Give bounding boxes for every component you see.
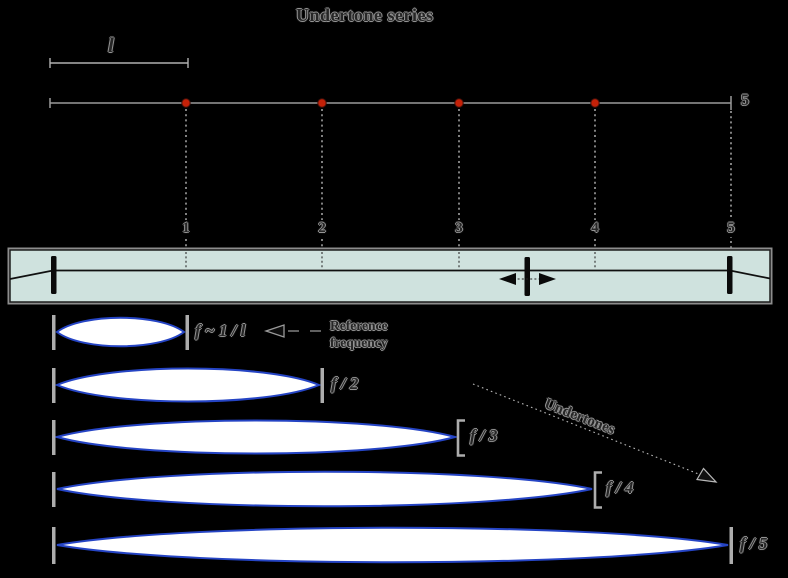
length-label: l — [108, 33, 114, 57]
monochord-body — [7, 247, 773, 305]
monochord-string — [9, 269, 771, 280]
frequency-label-2: f / 2 — [331, 374, 359, 393]
length-bracket — [49, 58, 189, 68]
ruler-end-label: 5 — [741, 92, 749, 109]
division-label-3: 3 — [452, 220, 466, 237]
string-envelopes — [53, 316, 729, 564]
string-envelope-2 — [54, 367, 322, 403]
frequency-label-5: f / 5 — [740, 534, 768, 553]
division-label-2: 2 — [315, 220, 329, 237]
string-envelope-1 — [55, 316, 186, 348]
frequency-label-3: f / 3 — [470, 426, 498, 445]
division-marker-dots — [181, 98, 600, 108]
reference-note-line1: Reference — [330, 318, 388, 333]
diagram-title: Undertone series — [296, 5, 434, 25]
string-envelope-5 — [56, 526, 729, 564]
string-end-brackets — [52, 315, 733, 564]
division-label-1: 1 — [179, 220, 193, 237]
frequency-label-1: f ~ 1 / l — [195, 321, 246, 340]
reference-note: Reference frequency — [330, 317, 388, 351]
bridge-move-arrows — [499, 273, 556, 285]
reference-note-line2: frequency — [330, 335, 388, 350]
string-envelope-4 — [56, 470, 593, 508]
undertones-arrow — [472, 383, 718, 483]
string-envelope-3 — [53, 419, 459, 455]
fixed-bridge-right — [727, 256, 733, 294]
reference-arrow — [263, 324, 326, 338]
frequency-label-4: f / 4 — [606, 478, 634, 497]
movable-bridge[interactable] — [499, 257, 556, 296]
ruler-line — [49, 96, 732, 110]
fixed-bridge-left — [51, 256, 57, 294]
division-label-4: 4 — [588, 220, 602, 237]
division-label-5: 5 — [724, 220, 738, 237]
